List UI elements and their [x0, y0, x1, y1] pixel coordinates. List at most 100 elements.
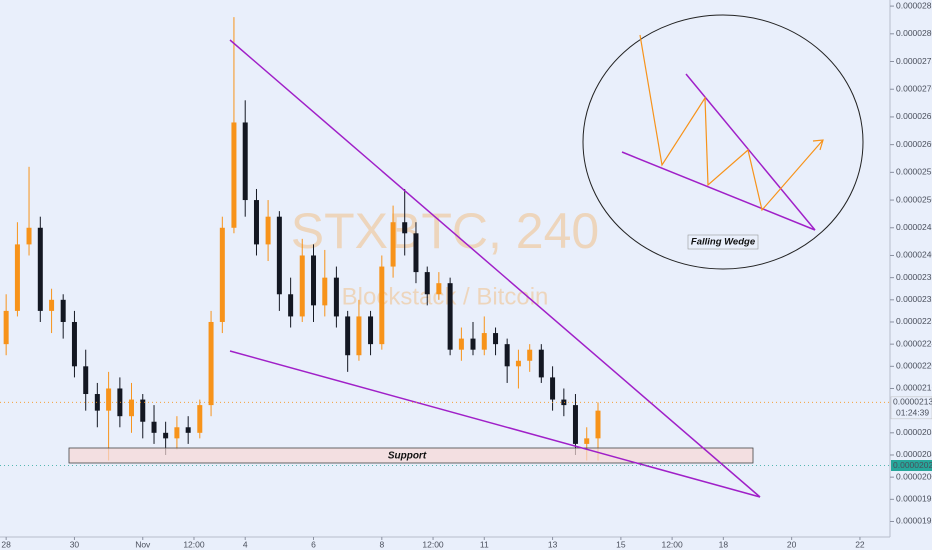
- x-tick-label: 22: [855, 539, 865, 549]
- candle-body: [504, 344, 510, 367]
- y-tick-label: 0.00001920: [896, 516, 932, 526]
- candle-body: [231, 122, 237, 228]
- candle-body: [493, 333, 499, 345]
- candle-body: [515, 360, 521, 367]
- x-tick-label: 8: [379, 539, 384, 549]
- candle-body: [311, 255, 317, 306]
- candle-body: [185, 427, 191, 433]
- candle-body: [368, 316, 374, 345]
- candle-body: [163, 432, 169, 439]
- candle-body: [94, 394, 100, 411]
- candle-body: [356, 316, 362, 356]
- candle-body: [299, 255, 305, 317]
- watermark-name: Blockstack / Bitcoin: [342, 283, 549, 310]
- candle-body: [333, 277, 339, 317]
- y-tick-label: 0.00002700: [896, 83, 932, 93]
- label-box: [687, 234, 759, 250]
- y-tick-label: 0.00002240: [896, 338, 932, 348]
- y-tick-label: 0.00002800: [896, 28, 932, 38]
- arrow-head: [812, 139, 824, 151]
- pattern-label: Falling Wedge: [691, 237, 756, 248]
- candle-body: [83, 366, 89, 395]
- candle-body: [447, 283, 453, 350]
- candle-body: [242, 122, 248, 201]
- x-tick-label: 12:00: [661, 539, 683, 549]
- candle-body: [424, 272, 430, 295]
- price-label: 0.00002135: [893, 397, 932, 407]
- candle-body: [151, 421, 157, 433]
- candle-body: [208, 321, 214, 406]
- candle-body: [253, 200, 259, 245]
- y-tick-label: 0.00002600: [896, 139, 932, 149]
- countdown: 01:24:39: [896, 408, 929, 418]
- candle-body: [390, 222, 396, 267]
- y-tick-label: 0.00002750: [896, 56, 932, 66]
- x-tick-label: 6: [311, 539, 316, 549]
- support-label: Support: [388, 451, 427, 462]
- zigzag: [639, 34, 824, 212]
- candle-body: [527, 349, 533, 361]
- x-tick-label: 30: [70, 539, 80, 549]
- candle-body: [561, 399, 567, 406]
- y-tick-label: 0.00002400: [896, 250, 932, 260]
- x-tick-label: 28: [1, 539, 11, 549]
- x-tick-label: 12:00: [183, 539, 205, 549]
- y-tick-label: 0.00001960: [896, 494, 932, 504]
- y-tick-label: 0.00002160: [896, 383, 932, 393]
- y-tick-label: 0.00002550: [896, 167, 932, 177]
- x-tick-label: 4: [243, 539, 248, 549]
- price-box: [891, 460, 932, 472]
- candle-body: [402, 222, 408, 234]
- x-tick-label: 12:00: [422, 539, 444, 549]
- candle-body: [128, 399, 134, 417]
- candle-body: [458, 338, 464, 350]
- y-tick-label: 0.00002850: [896, 0, 932, 10]
- plot: [3, 17, 601, 461]
- candle-body: [49, 299, 55, 311]
- x-tick-label: Nov: [135, 539, 151, 549]
- x-tick-label: 20: [787, 539, 797, 549]
- candle-body: [140, 399, 146, 422]
- ellipse: [582, 14, 864, 270]
- y-tick-label: 0.00002000: [896, 471, 932, 481]
- candle-body: [288, 294, 294, 317]
- watermark-symbol: STXBTC, 240: [291, 203, 599, 259]
- y-tick-label: 0.00002040: [896, 449, 932, 459]
- y-tick-label: 0.00002650: [896, 111, 932, 121]
- lower-trendline: [229, 350, 761, 498]
- candle-body: [37, 227, 43, 311]
- y-tick-label: 0.00002200: [896, 361, 932, 371]
- x-tick-label: 18: [719, 539, 729, 549]
- wedge-line: [685, 73, 816, 231]
- candle-body: [470, 338, 476, 350]
- candle-body: [3, 310, 9, 345]
- support-zone: [68, 447, 754, 464]
- y-tick-label: 0.00002360: [896, 272, 932, 282]
- y-tick-label: 0.00002280: [896, 316, 932, 326]
- x-tick-label: 11: [480, 539, 489, 549]
- y-tick-label: 0.00002080: [896, 427, 932, 437]
- y-tick-label: 0.00002500: [896, 194, 932, 204]
- candle-body: [481, 333, 487, 350]
- candle-body: [14, 244, 20, 311]
- candle-body: [26, 227, 32, 245]
- candle-body: [413, 233, 419, 273]
- candle-body: [219, 227, 225, 322]
- candle-body: [584, 438, 590, 444]
- candle-body: [60, 299, 66, 322]
- candle-body: [276, 216, 282, 295]
- candle-body: [117, 388, 123, 417]
- y-tick-label: 0.00002450: [896, 222, 932, 232]
- candle-body: [595, 410, 601, 439]
- candle-body: [71, 321, 77, 367]
- upper-trendline: [229, 39, 761, 498]
- wedge-line: [621, 151, 816, 231]
- wedge-diagram: Falling Wedge: [582, 14, 864, 270]
- candle-body: [436, 283, 442, 295]
- price-label: 0.00002021: [893, 460, 932, 470]
- price-box: [890, 396, 932, 420]
- candle-body: [322, 277, 328, 306]
- x-tick-label: 15: [616, 539, 626, 549]
